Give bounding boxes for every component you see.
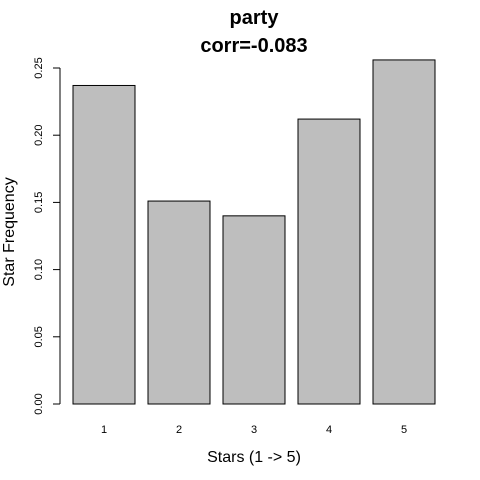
x-tick-label: 2 [176, 424, 182, 436]
x-axis-label: Stars (1 -> 5) [207, 449, 301, 466]
y-tick-label: 0.10 [33, 259, 45, 280]
x-tick-label: 5 [401, 424, 407, 436]
chart-subtitle: corr=-0.083 [200, 35, 307, 57]
y-axis: 0.00 0.05 0.10 0.15 0.20 0.25 [33, 57, 61, 415]
y-axis-label: Star Frequency [1, 177, 18, 286]
bar-1 [72, 84, 136, 405]
bars-group [72, 59, 436, 405]
bar-5 [372, 59, 436, 405]
chart-title: party [230, 7, 280, 29]
y-tick-label: 0.20 [33, 124, 45, 145]
x-tick-label: 4 [326, 424, 332, 436]
x-axis: 1 2 3 4 5 [101, 424, 407, 436]
bar-3 [222, 215, 286, 405]
x-tick-label: 3 [251, 424, 257, 436]
bar-4 [297, 118, 361, 405]
bar-2 [147, 200, 211, 405]
y-tick-label: 0.05 [33, 326, 45, 347]
y-tick-label: 0.25 [33, 57, 45, 78]
x-tick-label: 1 [101, 424, 107, 436]
y-tick-label: 0.15 [33, 192, 45, 213]
y-tick-label: 0.00 [33, 393, 45, 414]
